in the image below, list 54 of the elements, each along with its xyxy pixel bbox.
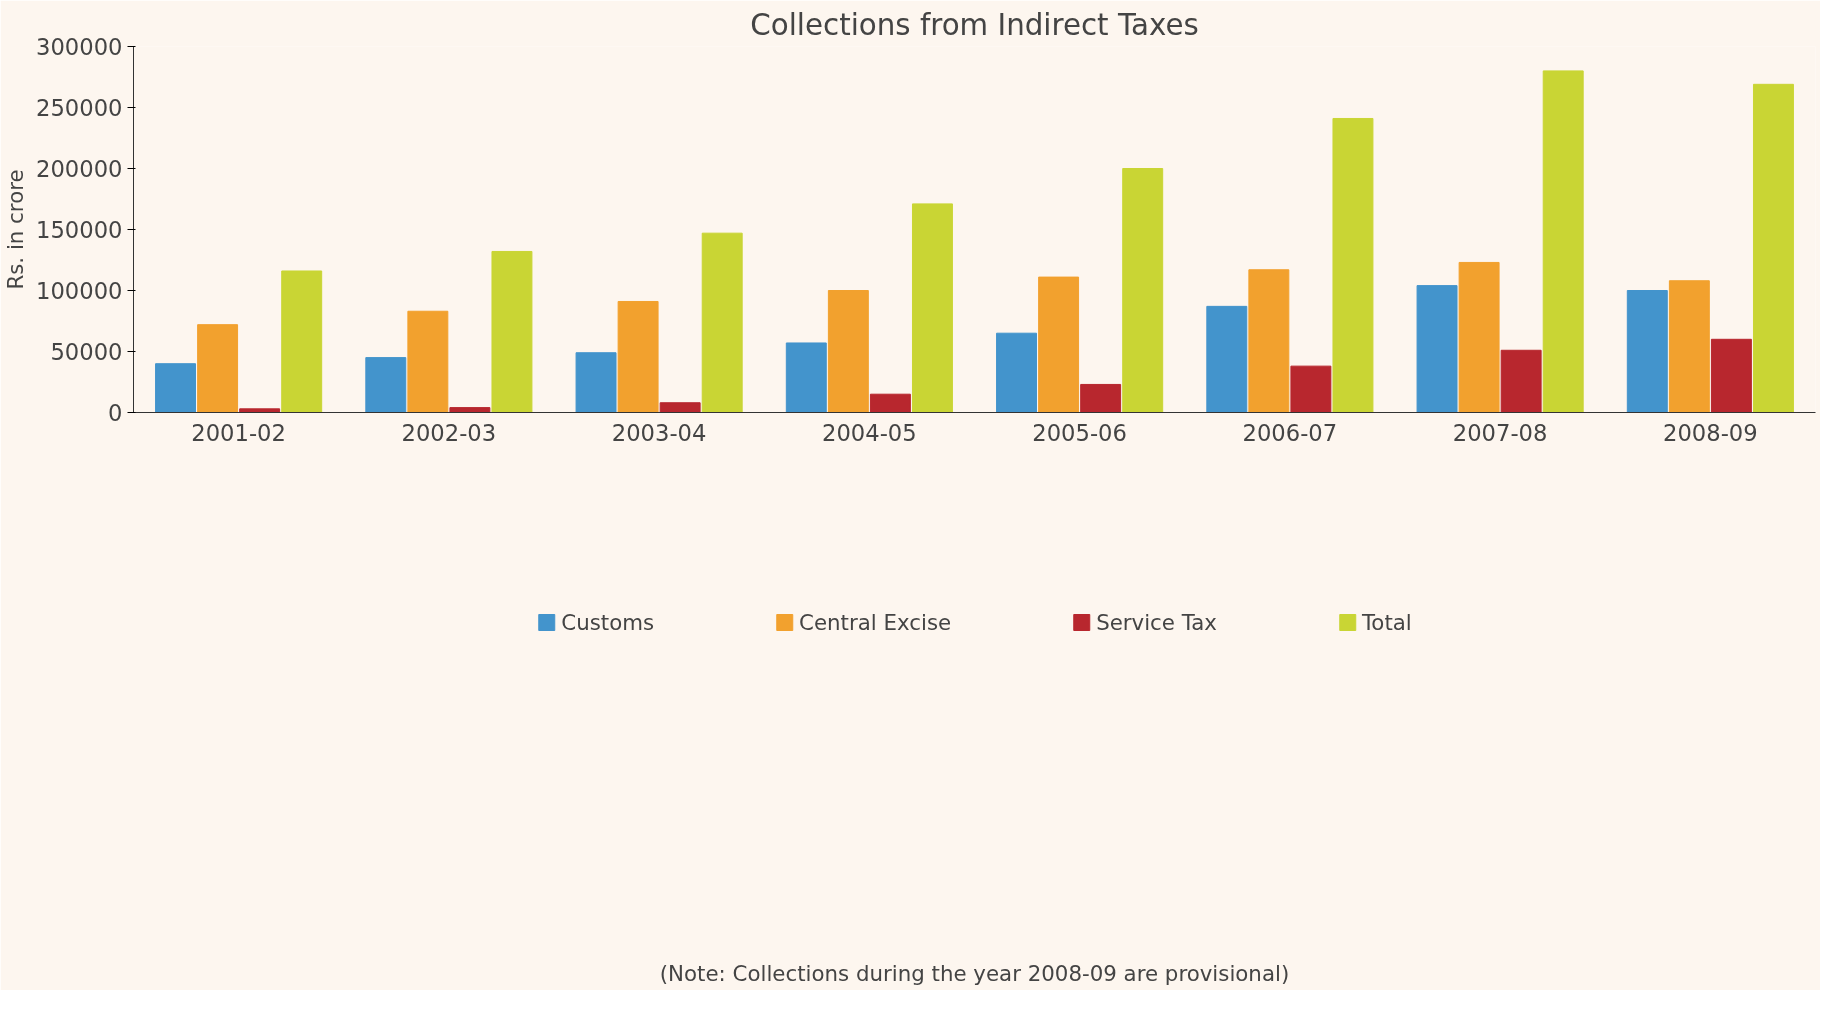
bar — [869, 393, 911, 413]
bar — [1038, 276, 1080, 413]
bar — [1752, 83, 1794, 413]
bar — [1458, 261, 1500, 413]
chart-title: Collections from Indirect Taxes — [750, 7, 1199, 42]
x-tick-label: 2008-09 — [1663, 419, 1758, 446]
legend-label: Service Tax — [1096, 609, 1217, 635]
x-tick-label: 2001-02 — [191, 419, 286, 446]
y-tick-label: 100000 — [36, 278, 123, 304]
y-tick-label: 50000 — [50, 339, 123, 365]
bar — [575, 352, 617, 413]
bar — [281, 270, 323, 413]
x-tick-label: 2004-05 — [822, 419, 917, 446]
bar — [1416, 285, 1458, 413]
x-tick-label: 2003-04 — [611, 419, 707, 446]
bar — [407, 310, 449, 413]
y-tick-label: 300000 — [36, 34, 123, 60]
x-tick-label: 2002-03 — [401, 419, 497, 446]
y-tick-label: 250000 — [36, 95, 123, 121]
bar — [239, 408, 281, 413]
bar — [1626, 290, 1668, 413]
bar — [617, 300, 659, 413]
x-tick-label: 2005-06 — [1032, 419, 1127, 446]
legend-label: Customs — [561, 609, 655, 635]
bar — [365, 357, 407, 413]
bar — [491, 250, 533, 413]
bar — [1248, 269, 1290, 413]
bar — [449, 407, 491, 413]
bar — [1290, 365, 1332, 413]
bar — [1710, 338, 1752, 413]
bar — [1122, 168, 1164, 413]
x-tick-label: 2006-07 — [1242, 419, 1338, 446]
bar — [1080, 383, 1122, 413]
bar — [1500, 349, 1542, 413]
x-tick-label: 2007-08 — [1452, 419, 1548, 446]
y-axis-title: Rs. in crore — [3, 169, 29, 290]
bar — [1206, 305, 1248, 413]
bar — [1542, 70, 1584, 413]
bar — [911, 203, 953, 413]
bar — [155, 363, 197, 413]
bar — [197, 324, 239, 413]
bar — [659, 402, 701, 413]
y-tick-label: 0 — [108, 400, 123, 426]
bar — [785, 342, 827, 413]
bar — [1332, 117, 1374, 413]
legend-label: Central Excise — [799, 609, 952, 635]
bar — [701, 232, 743, 413]
legend-label: Total — [1361, 609, 1412, 635]
text: (Note: Collections during the year 2008-09 are provisional) — [659, 960, 1290, 986]
bar — [1668, 280, 1710, 413]
y-tick-label: 150000 — [36, 217, 123, 243]
y-tick-label: 200000 — [36, 156, 123, 182]
bar — [996, 332, 1038, 413]
bar — [827, 290, 869, 413]
